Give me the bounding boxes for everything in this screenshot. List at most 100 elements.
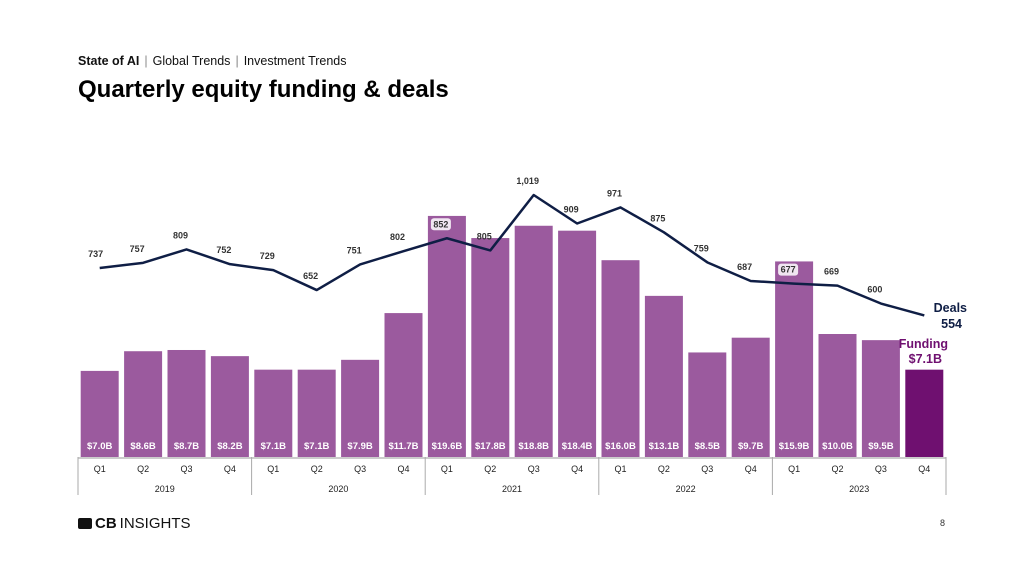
funding-bar bbox=[124, 351, 163, 457]
deals-label: 875 bbox=[650, 213, 665, 223]
deals-label: 852 bbox=[433, 219, 448, 229]
deals-label: 1,019 bbox=[516, 176, 539, 186]
logo-mark-icon bbox=[78, 518, 92, 529]
funding-label: $8.2B bbox=[217, 441, 242, 452]
deals-label: 752 bbox=[216, 245, 231, 255]
funding-label: $15.9B bbox=[779, 441, 810, 452]
funding-bar bbox=[471, 238, 510, 457]
funding-bar bbox=[861, 340, 900, 457]
funding-label: $10.0B bbox=[822, 441, 853, 452]
funding-label: $11.7B bbox=[388, 441, 418, 452]
quarter-tick-label: Q3 bbox=[180, 464, 192, 474]
funding-label: $13.1B bbox=[649, 441, 680, 452]
deals-label: 802 bbox=[390, 232, 405, 242]
funding-bar bbox=[427, 215, 466, 457]
year-tick-label: 2022 bbox=[676, 484, 696, 494]
deals-end-name: Deals bbox=[934, 301, 967, 315]
deals-label: 652 bbox=[303, 271, 318, 281]
funding-label: $9.7B bbox=[738, 441, 763, 452]
quarter-tick-label: Q1 bbox=[441, 464, 453, 474]
funding-bar bbox=[644, 295, 683, 457]
funding-bar bbox=[905, 369, 944, 457]
funding-label: $7.0B bbox=[87, 441, 112, 452]
funding-bar bbox=[514, 225, 553, 457]
deals-label: 687 bbox=[737, 262, 752, 272]
quarter-tick-label: Q2 bbox=[484, 464, 496, 474]
quarter-tick-label: Q2 bbox=[137, 464, 149, 474]
deals-label-bg bbox=[430, 218, 451, 231]
page-number: 8 bbox=[940, 518, 946, 528]
quarter-tick-label: Q4 bbox=[918, 464, 930, 474]
deals-label: 729 bbox=[260, 251, 275, 261]
quarter-tick-label: Q1 bbox=[788, 464, 800, 474]
deals-label: 669 bbox=[824, 267, 839, 277]
funding-label: $18.4B bbox=[562, 441, 593, 452]
breadcrumb: State of AI | Global Trends | Investment Tre… bbox=[78, 54, 347, 68]
funding-bar bbox=[558, 230, 597, 457]
year-tick-label: 2023 bbox=[849, 484, 869, 494]
page-title: Quarterly equity funding & deals bbox=[78, 76, 449, 103]
deals-label: 600 bbox=[867, 285, 882, 295]
funding-label: $8.7B bbox=[174, 441, 199, 452]
quarter-tick-label: Q3 bbox=[528, 464, 540, 474]
funding-label: $8.5B bbox=[695, 441, 720, 452]
funding-label: $9.5B bbox=[868, 441, 893, 452]
funding-bar bbox=[601, 260, 640, 457]
deals-label: 737 bbox=[88, 249, 103, 259]
quarter-tick-label: Q1 bbox=[614, 464, 626, 474]
breadcrumb-separator: | bbox=[144, 54, 148, 68]
year-tick-label: 2019 bbox=[155, 484, 175, 494]
breadcrumb-section: State of AI bbox=[78, 54, 140, 68]
funding-label: $19.6B bbox=[432, 441, 463, 452]
deals-label: 909 bbox=[564, 204, 579, 214]
quarter-tick-label: Q3 bbox=[354, 464, 366, 474]
funding-bar bbox=[210, 356, 249, 457]
logo-text-bold: CB bbox=[95, 515, 117, 532]
quarter-tick-label: Q4 bbox=[745, 464, 757, 474]
funding-end-value: $7.1B bbox=[909, 352, 942, 366]
quarter-tick-label: Q2 bbox=[311, 464, 323, 474]
quarter-tick-label: Q2 bbox=[831, 464, 843, 474]
quarter-tick-label: Q3 bbox=[875, 464, 887, 474]
funding-bar bbox=[731, 337, 770, 457]
quarter-tick-label: Q1 bbox=[267, 464, 279, 474]
breadcrumb-separator: | bbox=[235, 54, 239, 68]
funding-label: $18.8B bbox=[518, 441, 549, 452]
quarter-tick-label: Q4 bbox=[224, 464, 236, 474]
quarter-tick-label: Q4 bbox=[397, 464, 409, 474]
funding-label: $16.0B bbox=[605, 441, 636, 452]
quarter-tick-label: Q2 bbox=[658, 464, 670, 474]
quarter-tick-label: Q1 bbox=[94, 464, 106, 474]
deals-label: 751 bbox=[347, 245, 362, 255]
deals-label: 805 bbox=[477, 231, 492, 241]
breadcrumb-item: Global Trends bbox=[152, 54, 231, 68]
funding-end-name: Funding bbox=[899, 337, 948, 351]
funding-bar bbox=[80, 370, 119, 457]
cb-insights-logo: CB INSIGHTS bbox=[78, 515, 191, 532]
funding-label: $7.1B bbox=[304, 441, 329, 452]
funding-bar bbox=[818, 334, 857, 457]
deals-line bbox=[99, 193, 925, 317]
year-tick-label: 2020 bbox=[328, 484, 348, 494]
funding-bar bbox=[341, 359, 380, 457]
quarter-tick-label: Q4 bbox=[571, 464, 583, 474]
funding-label: $7.9B bbox=[347, 441, 372, 452]
funding-label: $17.8B bbox=[475, 441, 506, 452]
deals-label-bg bbox=[778, 263, 799, 276]
funding-bar bbox=[688, 352, 727, 457]
breadcrumb-item: Investment Trends bbox=[243, 54, 347, 68]
deals-label: 809 bbox=[173, 230, 188, 240]
quarter-tick-label: Q3 bbox=[701, 464, 713, 474]
funding-bar bbox=[775, 261, 814, 457]
year-tick-label: 2021 bbox=[502, 484, 522, 494]
funding-bar bbox=[297, 369, 336, 457]
logo-text: INSIGHTS bbox=[119, 515, 191, 532]
deals-label: 757 bbox=[130, 244, 145, 254]
deals-label: 971 bbox=[607, 188, 622, 198]
funding-bar bbox=[167, 349, 206, 457]
funding-label: $8.6B bbox=[130, 441, 155, 452]
deals-label: 759 bbox=[694, 243, 709, 253]
deals-end-value: 554 bbox=[941, 317, 962, 331]
